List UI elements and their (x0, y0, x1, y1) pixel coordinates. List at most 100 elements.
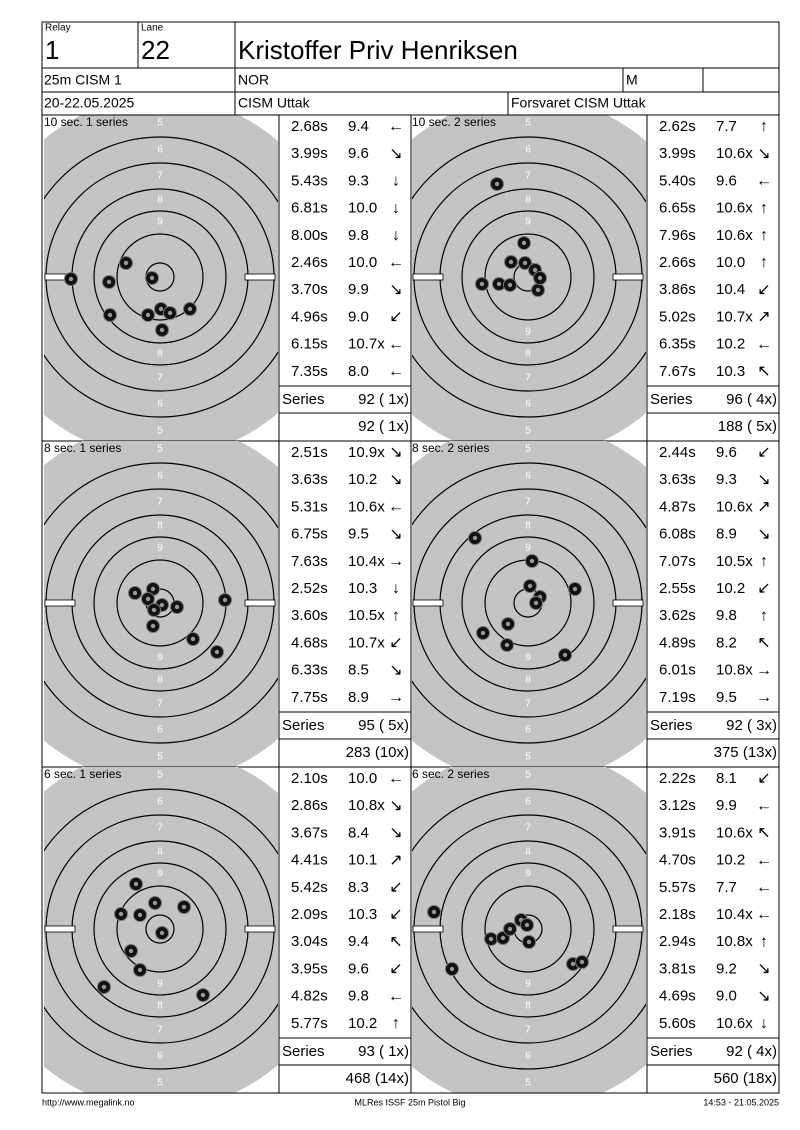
shot-hole-center (507, 282, 513, 288)
shot-time: 5.31s (291, 498, 328, 515)
ring-label: 7 (157, 1025, 163, 1036)
shot-direction: ↘ (389, 825, 402, 842)
shot-direction: ↑ (760, 933, 768, 950)
shot-direction: ↑ (760, 553, 768, 570)
ring-label: 7 (525, 497, 531, 508)
event: 25m CISM 1 (44, 72, 122, 88)
shot-time: 2.86s (291, 797, 328, 814)
shot-hole-center (159, 930, 165, 936)
ring-label: 8 (157, 1001, 163, 1012)
series-label: Series (650, 391, 693, 408)
side-bar (244, 925, 276, 933)
shot-time: 7.19s (659, 689, 696, 706)
shot-hole-center (479, 281, 485, 287)
shot-time: 7.07s (659, 553, 696, 570)
shot-direction: ↘ (757, 526, 770, 543)
ring-label: 7 (157, 699, 163, 710)
shot-hole-center (449, 966, 455, 972)
shot-score: 10.4 (716, 281, 745, 298)
shooter-name: Kristoffer Priv Henriksen (238, 35, 518, 65)
series-panel: 5 5 6 6 7 7 8 8 9 9 6 sec. 1 series 2.10s 10.0 ← 2.86s… (42, 767, 412, 1094)
shot-time: 5.60s (659, 1015, 696, 1032)
shot-direction: ↙ (757, 444, 770, 461)
ring-label: 9 (157, 217, 163, 228)
side-bar (612, 599, 644, 607)
shot-time: 3.60s (291, 607, 328, 624)
shot-score: 10.6x (716, 1015, 753, 1032)
side-bar (412, 599, 444, 607)
shot-direction: ↑ (760, 607, 768, 624)
shot-hole-center (535, 287, 541, 293)
side-bar (44, 599, 76, 607)
shot-direction: ↘ (389, 281, 402, 298)
series-panel: 5 5 6 6 7 7 8 8 9 9 10 sec. 2 series 2.62s 7.7 ↑ 3.99s… (410, 115, 780, 442)
ring-label: 7 (525, 171, 531, 182)
shot-hole-center (137, 967, 143, 973)
ring-label: 9 (525, 543, 531, 554)
shot-time: 5.02s (659, 308, 696, 325)
shot-direction: ↘ (389, 526, 402, 543)
shot-direction: ← (756, 797, 772, 814)
ring-label: 6 (157, 797, 163, 808)
shot-direction: ← (388, 770, 404, 787)
shot-score: 10.2 (716, 580, 745, 597)
shot-score: 10.9x (348, 444, 385, 461)
shot-score: 9.8 (348, 988, 369, 1005)
shot-direction: ↓ (392, 227, 400, 244)
shot-score: 9.8 (348, 227, 369, 244)
shot-time: 3.99s (659, 145, 696, 162)
ring (461, 862, 595, 996)
shot-hole-center (562, 652, 568, 658)
shot-hole-center (570, 961, 576, 967)
shot-direction: ↑ (760, 227, 768, 244)
shot-hole-center (150, 586, 156, 592)
shot-direction: ↘ (757, 471, 770, 488)
shot-time: 2.94s (659, 933, 696, 950)
shot-hole-center (504, 642, 510, 648)
shot-hole-center (145, 312, 151, 318)
shot-time: 2.66s (659, 254, 696, 271)
shot-score: 10.4x (716, 906, 753, 923)
shot-score: 10.4x (348, 553, 385, 570)
ring-label: 7 (157, 373, 163, 384)
ring-label: 6 (525, 725, 531, 736)
ring-label: 7 (525, 699, 531, 710)
shot-score: 10.7x (348, 634, 385, 651)
shot-hole-center (128, 948, 134, 954)
shot-time: 3.81s (659, 960, 696, 977)
shot-score: 10.6x (716, 498, 753, 515)
shot-direction: ↘ (757, 145, 770, 162)
ring-label: 7 (525, 1025, 531, 1036)
ring-label: 8 (525, 675, 531, 686)
shot-score: 8.2 (716, 634, 737, 651)
series-score: 95 ( 5x) (358, 717, 409, 734)
shot-time: 2.55s (659, 580, 696, 597)
shot-time: 7.67s (659, 363, 696, 380)
shot-direction: ← (756, 173, 772, 190)
shot-direction: ↖ (757, 825, 770, 842)
shot-hole-center (107, 312, 113, 318)
shot-score: 10.6x (716, 145, 753, 162)
shot-score: 8.5 (348, 662, 369, 679)
series-title: 8 sec. 2 series (412, 441, 489, 455)
shot-direction: ← (388, 336, 404, 353)
shot-hole-center (214, 649, 220, 655)
shot-score: 9.0 (716, 988, 737, 1005)
shot-hole-center (158, 306, 164, 312)
ring-label: 5 (157, 444, 163, 455)
shot-time: 6.81s (291, 200, 328, 217)
shot-score: 10.8x (716, 933, 753, 950)
series-title: 8 sec. 1 series (44, 441, 121, 455)
ring-label: 8 (157, 521, 163, 532)
shot-score: 10.0 (348, 200, 377, 217)
shot-hole-center (579, 959, 585, 965)
ring-label: 9 (525, 979, 531, 990)
shot-score: 9.9 (348, 281, 369, 298)
relay: 1 (45, 35, 59, 65)
ring (484, 233, 572, 321)
shot-hole-center (532, 267, 538, 273)
shot-score: 9.2 (716, 960, 737, 977)
target-face (412, 441, 646, 767)
shot-hole-center (496, 281, 502, 287)
